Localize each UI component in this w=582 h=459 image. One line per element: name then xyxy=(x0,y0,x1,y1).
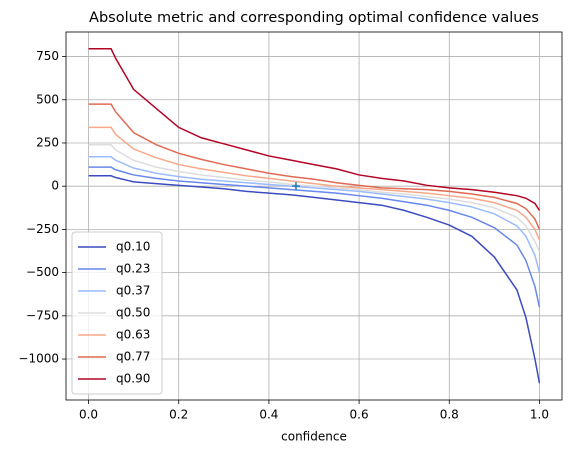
x-tick-label: 1.0 xyxy=(530,408,549,422)
y-tick-label: −1000 xyxy=(18,352,59,366)
legend-label: q0.10 xyxy=(116,240,150,254)
y-tick-label: −250 xyxy=(26,222,59,236)
marker-cross xyxy=(291,182,300,191)
series-line xyxy=(88,143,541,253)
y-tick-label: −750 xyxy=(26,308,59,322)
series-line xyxy=(88,156,541,273)
x-tick-label: 0.4 xyxy=(259,408,278,422)
x-axis-label: confidence xyxy=(281,430,347,444)
y-tick-label: 250 xyxy=(36,135,59,149)
x-tick-label: 0.6 xyxy=(350,408,369,422)
legend-box xyxy=(71,231,163,395)
legend-label: q0.50 xyxy=(116,306,150,320)
y-tick-label: 0 xyxy=(51,179,59,193)
x-tick-label: 0.8 xyxy=(440,408,459,422)
legend-label: q0.90 xyxy=(116,372,150,386)
x-tick-label: 0.0 xyxy=(79,408,98,422)
chart-title: Absolute metric and corresponding optima… xyxy=(89,10,539,26)
legend-label: q0.77 xyxy=(116,350,150,364)
legend-label: q0.23 xyxy=(116,262,150,276)
y-tick-label: 750 xyxy=(36,49,59,63)
legend-label: q0.63 xyxy=(116,328,150,342)
axes-frame xyxy=(65,31,563,401)
legend-label: q0.37 xyxy=(116,284,150,298)
x-tick-label: 0.2 xyxy=(169,408,188,422)
series-line xyxy=(88,48,541,211)
series-line xyxy=(88,175,541,384)
y-tick-label: 500 xyxy=(36,92,59,106)
series-line xyxy=(88,126,541,241)
marker xyxy=(291,182,300,191)
series-line xyxy=(88,103,541,230)
series-line xyxy=(88,166,541,308)
y-tick-label: −500 xyxy=(26,265,59,279)
